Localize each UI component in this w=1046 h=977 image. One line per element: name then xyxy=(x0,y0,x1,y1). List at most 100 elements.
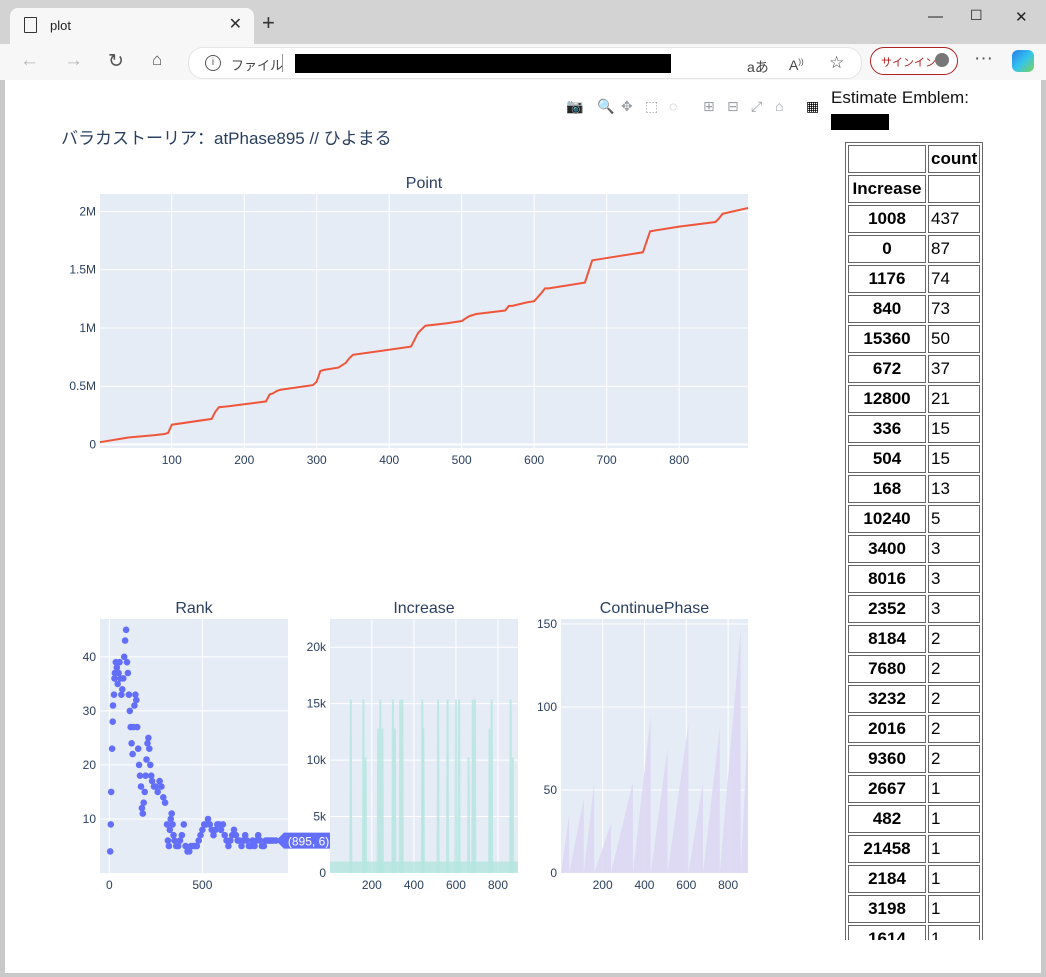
increase-spike xyxy=(361,699,365,873)
table-row-key: 2667 xyxy=(848,775,926,803)
table-row: 2667 1 xyxy=(848,775,981,803)
immersive-reader-icon[interactable]: A)) xyxy=(789,57,804,73)
x-tick-label: 300 xyxy=(307,453,327,467)
copilot-icon[interactable] xyxy=(1012,50,1034,72)
window-close-icon[interactable]: ✕ xyxy=(1015,9,1028,26)
x-tick-label: 400 xyxy=(634,878,654,892)
table-row-key: 672 xyxy=(848,355,926,383)
table-row: 3232 2 xyxy=(848,685,981,713)
table-row: 3400 3 xyxy=(848,535,981,563)
table-row-count: 2 xyxy=(928,625,981,653)
new-tab-icon[interactable]: + xyxy=(262,10,275,35)
rank-point xyxy=(114,680,121,688)
table-row: 0 87 xyxy=(848,235,981,263)
increase-spike xyxy=(454,699,458,873)
home-icon[interactable]: ⌂ xyxy=(152,50,163,69)
table-row-count: 74 xyxy=(928,265,981,293)
rank-point xyxy=(119,686,126,693)
rank-point xyxy=(126,707,134,715)
rank-point xyxy=(120,653,128,661)
table-row-key: 504 xyxy=(848,445,926,473)
document-icon xyxy=(24,17,37,33)
table-row: 482 1 xyxy=(848,805,981,833)
tab-title: plot xyxy=(50,18,71,33)
rank-point xyxy=(154,788,161,796)
forward-icon[interactable]: → xyxy=(64,50,83,71)
table-row-count: 21 xyxy=(928,385,981,413)
table-row: 504 15 xyxy=(848,445,981,473)
increase-spike xyxy=(473,699,477,873)
x-tick-label: 700 xyxy=(597,453,617,467)
table-row-count: 13 xyxy=(928,475,981,503)
back-icon[interactable]: ← xyxy=(20,50,39,71)
table-row: 1008 437 xyxy=(848,205,981,233)
pan-icon[interactable]: ✥ xyxy=(621,98,633,114)
table-row-count: 15 xyxy=(928,415,981,443)
maximize-icon[interactable]: ☐ xyxy=(970,7,983,23)
rank-point xyxy=(225,842,232,850)
rank-point xyxy=(138,804,146,812)
rank-point xyxy=(152,783,160,790)
lasso-icon[interactable]: ◌ xyxy=(669,98,678,114)
more-menu-icon[interactable]: ··· xyxy=(974,48,993,69)
rank-point xyxy=(109,702,117,709)
x-tick-label: 600 xyxy=(446,878,466,892)
table-row-key: 1008 xyxy=(848,205,926,233)
signin-button[interactable]: サインイン xyxy=(870,47,958,75)
rank-point xyxy=(122,626,130,634)
table-row: 10240 5 xyxy=(848,505,981,533)
increase-spike xyxy=(436,699,440,873)
rank-point xyxy=(132,691,139,698)
chart-title: Point xyxy=(406,175,443,192)
rank-point xyxy=(251,842,258,850)
point-series-line xyxy=(99,207,749,444)
table-row-count: 2 xyxy=(928,715,981,743)
y-tick-label: 0 xyxy=(89,438,96,452)
camera-icon[interactable]: 📷 xyxy=(566,98,584,114)
read-aloud-icon[interactable]: aあ xyxy=(747,59,769,75)
table-row-count: 73 xyxy=(928,295,981,323)
table-row-count: 1 xyxy=(928,805,981,833)
table-row: 1614 1 xyxy=(848,925,981,940)
table-row-count: 3 xyxy=(928,595,981,623)
close-tab-icon[interactable]: ✕ xyxy=(228,16,242,33)
favorite-star-icon[interactable]: ☆ xyxy=(829,53,845,72)
rank-point xyxy=(140,799,147,806)
minimize-icon[interactable]: — xyxy=(928,8,943,25)
autoscale-icon[interactable]: ⤢ xyxy=(751,98,763,114)
table-row-count: 1 xyxy=(928,895,981,923)
plotly-logo-icon[interactable]: ▦ xyxy=(806,98,820,114)
continue-phase-area xyxy=(561,628,748,873)
table-row: 672 37 xyxy=(848,355,981,383)
table-row-count: 1 xyxy=(928,835,981,863)
table-row: 8184 2 xyxy=(848,625,981,653)
rank-point xyxy=(125,691,133,698)
y-tick-label: 2M xyxy=(79,204,96,218)
tab-plot[interactable]: plot ✕ xyxy=(10,8,254,44)
rank-point xyxy=(131,702,138,709)
box-select-icon[interactable]: ⬚ xyxy=(645,98,659,114)
rank-point xyxy=(170,831,177,839)
increase-spike xyxy=(511,757,515,873)
increase-spike xyxy=(400,699,404,873)
address-bar[interactable]: i ファイル aあ A)) ☆ xyxy=(188,47,862,79)
table-row-count: 5 xyxy=(928,505,981,533)
reload-icon[interactable]: ↻ xyxy=(108,51,124,72)
x-tick-label: 200 xyxy=(234,453,254,467)
table-row-key: 2016 xyxy=(848,715,926,743)
table-row-count: 50 xyxy=(928,325,981,353)
rank-point xyxy=(180,821,188,828)
reset-axes-icon[interactable]: ⌂ xyxy=(775,98,784,114)
x-tick-label: 500 xyxy=(452,453,472,467)
rank-point xyxy=(210,831,217,839)
tab-bar: plot ✕ + — ☐ ✕ xyxy=(0,0,1046,44)
rank-point xyxy=(146,745,153,752)
info-icon[interactable]: i xyxy=(205,55,221,71)
increase-count-table: count Increase 1008 437 0 87 1176 74 840 73 1536… xyxy=(845,142,984,940)
table-row: 2016 2 xyxy=(848,715,981,743)
zoom-out-icon[interactable]: ⊟ xyxy=(727,98,739,114)
zoom-in-icon[interactable]: ⊞ xyxy=(703,98,715,114)
zoom-icon[interactable]: 🔍 xyxy=(597,98,615,114)
table-row: 1176 74 xyxy=(848,265,981,293)
